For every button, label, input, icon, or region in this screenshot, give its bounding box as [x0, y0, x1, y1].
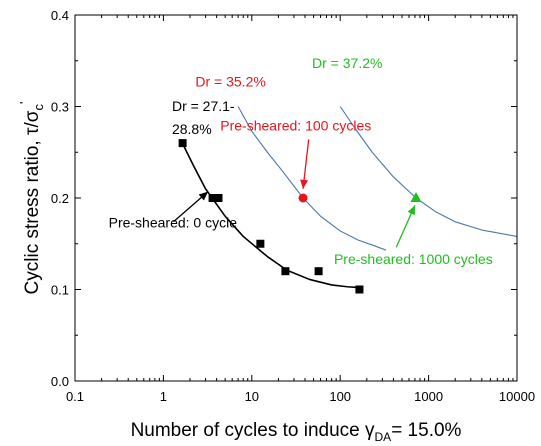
x-axis-title-subscript: DA: [375, 430, 392, 444]
x-axis-title: Number of cycles to induce γDA= 15.0%: [131, 420, 462, 444]
annotation-pre-green: Pre-sheared: 1000 cycles: [334, 251, 493, 267]
annotation-dr-black-1: Dr = 27.1-: [172, 98, 235, 114]
y-tick-label: 0.2: [51, 191, 69, 206]
arrow-red-head: [300, 179, 309, 189]
annotation-dr-black-2: 28.8%: [172, 121, 212, 137]
annotation-pre-black: Pre-sheared: 0 cycle: [109, 214, 238, 230]
arrow-black-head: [198, 191, 209, 201]
y-axis-title-main: Cyclic stress ratio, τ/σ: [22, 110, 43, 294]
series-1-point: [298, 193, 308, 203]
x-tick-label: 1000: [414, 389, 443, 404]
series-0-point: [256, 239, 265, 248]
series-0-fit-curve: [180, 140, 361, 289]
series-1-fit-curve: [237, 106, 387, 251]
y-axis-title: Cyclic stress ratio, τ/σc': [17, 102, 46, 295]
y-tick-label: 0.3: [51, 100, 69, 115]
series-0-point: [208, 194, 217, 202]
annotations: Dr = 27.1- 28.8% Dr = 35.2% Dr = 37.2% Pre-s…: [109, 55, 493, 267]
series-0-point: [355, 285, 364, 294]
x-tick-label: 0.1: [66, 389, 84, 404]
series-0-point: [281, 267, 290, 276]
x-tick-label: 10: [245, 389, 259, 404]
y-axis-title-superscript: ': [17, 102, 32, 104]
series-0-point: [214, 194, 223, 202]
y-tick-label: 0.0: [51, 374, 69, 389]
x-axis-title-main: Number of cycles to induce γ: [131, 420, 375, 441]
series-0-point: [314, 267, 323, 276]
data-points: [178, 139, 422, 294]
annotation-dr-red: Dr = 35.2%: [195, 73, 265, 89]
series-2-point: [410, 192, 422, 202]
y-tick-label: 0.1: [51, 283, 69, 298]
x-tick-label: 100: [329, 389, 351, 404]
y-tick-label: 0.4: [51, 8, 69, 23]
annotation-pre-red: Pre-sheared: 100 cycles: [220, 117, 371, 133]
y-axis-title-subscript: c: [31, 104, 46, 111]
x-tick-label: 10000: [499, 389, 535, 404]
annotation-dr-green: Dr = 37.2%: [312, 55, 382, 71]
series-0-point: [178, 139, 187, 148]
annotation-arrows: [173, 139, 416, 248]
x-tick-label: 1: [160, 389, 167, 404]
arrow-green-head: [407, 205, 415, 216]
x-axis-title-tail: = 15.0%: [391, 420, 461, 441]
